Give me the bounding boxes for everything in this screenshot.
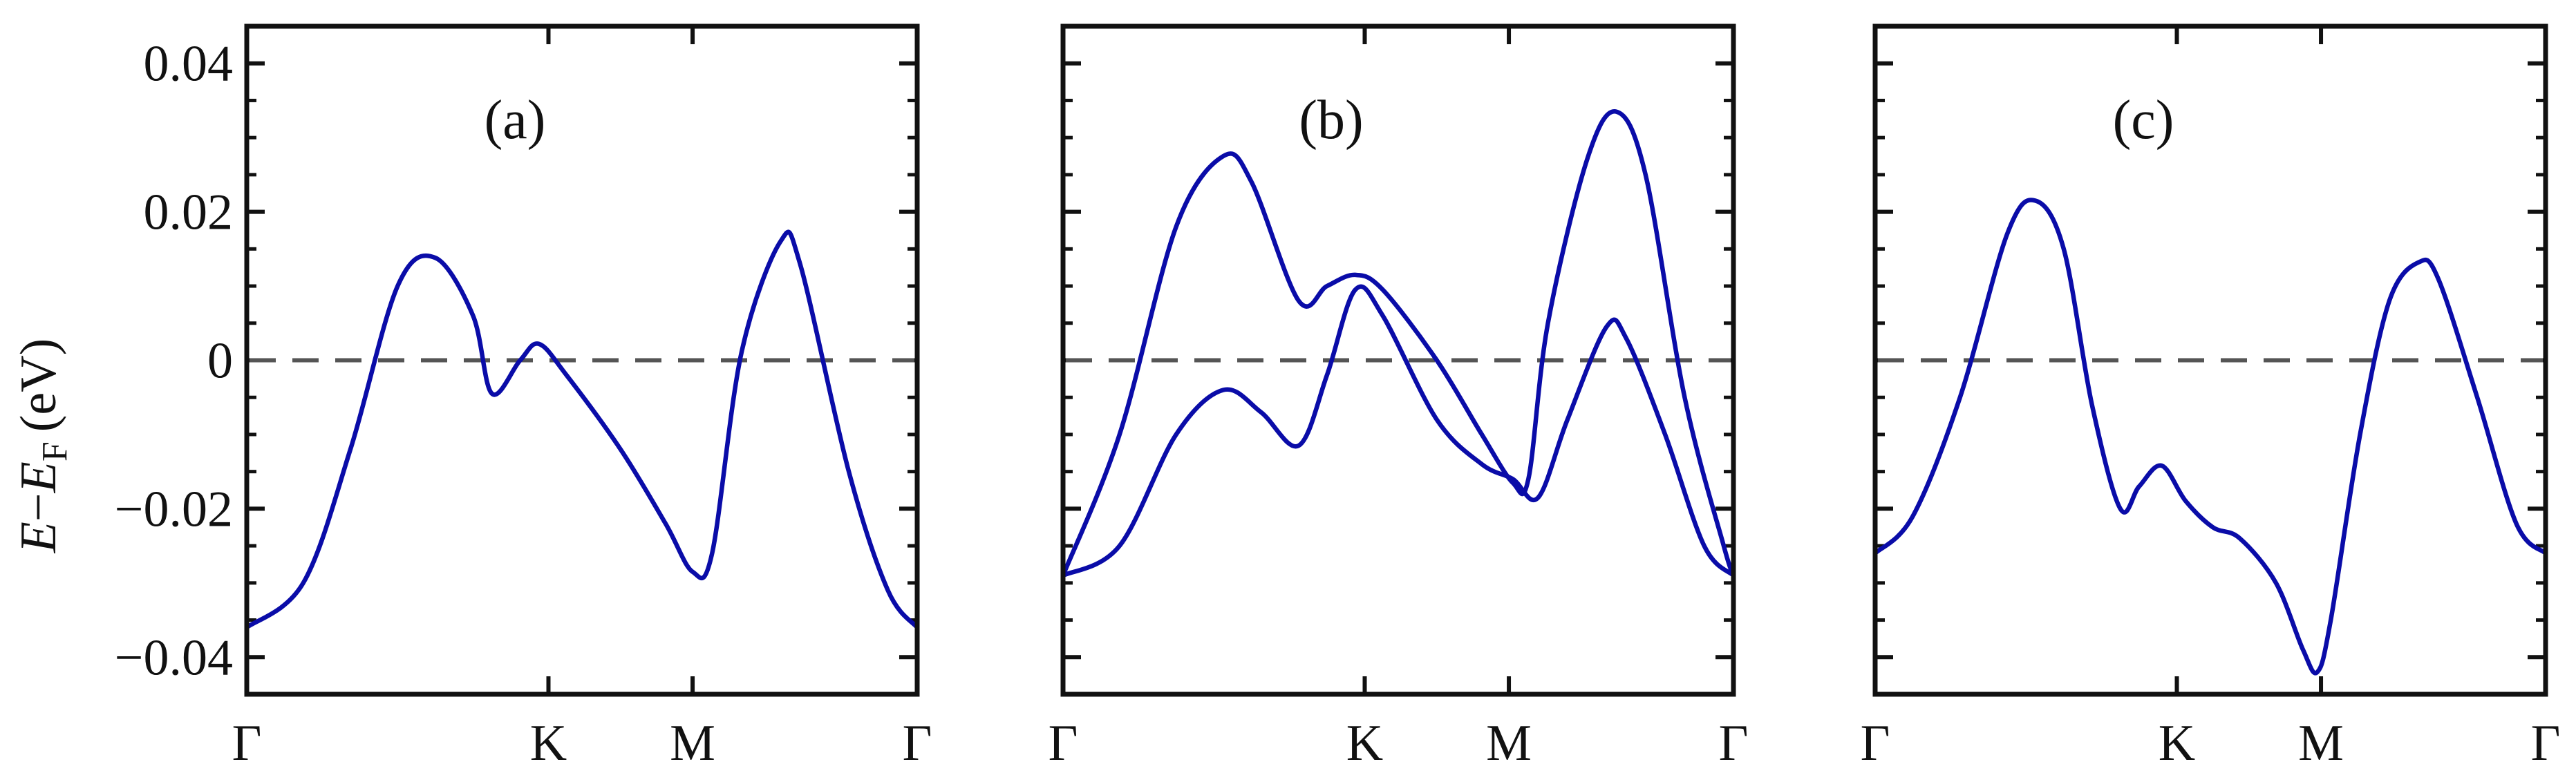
x-tick-label: K (530, 715, 567, 772)
y-tick-label: −0.04 (115, 629, 233, 686)
panel-a: Γ K M Γ 0.04 0.02 0 −0.02 −0.04 (a) (115, 23, 932, 772)
panels: Γ K M Γ 0.04 0.02 0 −0.02 −0.04 (a) Γ K M Γ (b) Γ K M Γ (c) (115, 23, 2561, 772)
panel-label: (c) (2113, 90, 2174, 151)
y-tick-label: 0 (207, 333, 233, 390)
y-label-unit: (eV) (10, 338, 67, 432)
y-tick-label: 0.04 (144, 36, 234, 93)
y-label-F-subscript: F (35, 441, 75, 461)
panel-b: Γ K M Γ (b) (1049, 23, 1749, 772)
y-axis-label: E−EF(eV) (10, 338, 75, 554)
x-tick-label: Γ (2531, 715, 2561, 772)
panel-label: (a) (485, 90, 546, 151)
y-label-minus: − (10, 493, 67, 522)
x-tick-label: M (670, 715, 715, 772)
y-axis-title: E−EF(eV) (10, 338, 75, 554)
y-label-EF: E (10, 461, 67, 493)
x-tick-label: Γ (1719, 715, 1749, 772)
panel-label: (b) (1299, 90, 1363, 151)
band-line-1 (244, 229, 920, 630)
x-tick-label: K (2159, 715, 2195, 772)
x-tick-label: M (2298, 715, 2344, 772)
panel-c: Γ K M Γ (c) (1861, 23, 2561, 772)
x-tick-label: Γ (903, 715, 932, 772)
x-tick-label: Γ (1861, 715, 1890, 772)
x-tick-label: M (1486, 715, 1532, 772)
y-label-E: E (10, 522, 67, 553)
y-tick-label: −0.02 (115, 481, 233, 537)
plot-frame (244, 23, 920, 697)
band-line-1 (1872, 198, 2548, 676)
plot-frame (1060, 23, 1736, 697)
x-tick-label: K (1346, 715, 1383, 772)
band-line-2 (1060, 284, 1736, 578)
band-line-1 (1060, 109, 1736, 578)
plot-frame (1872, 23, 2548, 697)
x-tick-label: Γ (1049, 715, 1078, 772)
y-tick-label: 0.02 (144, 184, 234, 241)
x-tick-label: Γ (232, 715, 262, 772)
